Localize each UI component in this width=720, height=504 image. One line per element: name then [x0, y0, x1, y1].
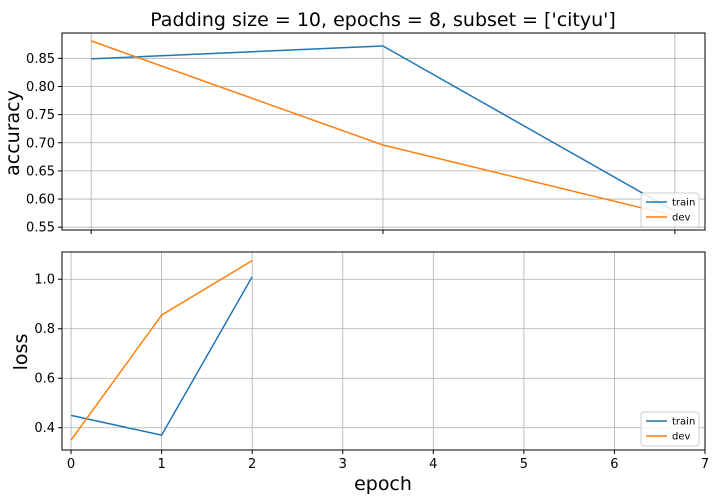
loss-train-line	[70, 276, 253, 437]
loss-xtick-label: 0	[67, 457, 75, 472]
loss-ticks: 0 1 2 3 4 5 6 7 0.4 0.6 0.8 1.0	[34, 273, 709, 472]
loss-subplot: 0 1 2 3 4 5 6 7 0.4 0.6 0.8 1.0 loss epoch train de…	[10, 251, 709, 495]
accuracy-grid	[62, 33, 705, 230]
loss-grid	[62, 252, 706, 450]
loss-ytick-label: 0.4	[34, 421, 55, 436]
accuracy-dev-line	[90, 40, 676, 217]
loss-legend-train-label: train	[672, 417, 695, 428]
accuracy-ytick-label: 0.65	[26, 164, 55, 179]
accuracy-ylabel: accuracy	[2, 90, 24, 176]
loss-xtick-label: 1	[157, 457, 165, 472]
accuracy-chart-title: Padding size = 10, epochs = 8, subset = …	[150, 9, 616, 31]
loss-legend-dev-label: dev	[672, 432, 691, 443]
accuracy-legend-train-label: train	[672, 198, 695, 209]
loss-ytick-label: 1.0	[34, 273, 55, 288]
loss-dev-line	[70, 260, 253, 441]
loss-xtick-label: 7	[701, 457, 709, 472]
accuracy-subplot: Padding size = 10, epochs = 8, subset = …	[2, 9, 706, 236]
loss-xtick-label: 6	[610, 457, 618, 472]
accuracy-train-line	[91, 45, 676, 213]
accuracy-ticks: 0.55 0.60 0.65 0.70 0.75 0.80 0.85	[26, 52, 676, 236]
accuracy-legend: train dev	[640, 192, 700, 228]
accuracy-legend-dev-label: dev	[672, 213, 691, 224]
loss-legend: train dev	[640, 411, 700, 447]
accuracy-ytick-label: 0.55	[26, 221, 55, 236]
loss-axes-frame	[61, 251, 706, 451]
accuracy-ytick-label: 0.85	[26, 52, 55, 67]
loss-xtick-label: 2	[248, 457, 256, 472]
loss-xlabel: epoch	[354, 473, 412, 495]
loss-xtick-label: 5	[520, 457, 528, 472]
accuracy-ytick-label: 0.60	[26, 193, 55, 208]
loss-xtick-label: 4	[429, 457, 437, 472]
accuracy-ytick-label: 0.80	[26, 80, 55, 95]
loss-ytick-label: 0.8	[34, 322, 55, 337]
loss-ylabel: loss	[10, 334, 32, 371]
loss-ytick-label: 0.6	[34, 372, 55, 387]
accuracy-axes-frame	[61, 32, 706, 231]
accuracy-ytick-label: 0.70	[26, 136, 55, 151]
loss-xtick-label: 3	[339, 457, 347, 472]
accuracy-series	[90, 40, 676, 217]
loss-series	[70, 260, 253, 441]
accuracy-ytick-label: 0.75	[26, 108, 55, 123]
